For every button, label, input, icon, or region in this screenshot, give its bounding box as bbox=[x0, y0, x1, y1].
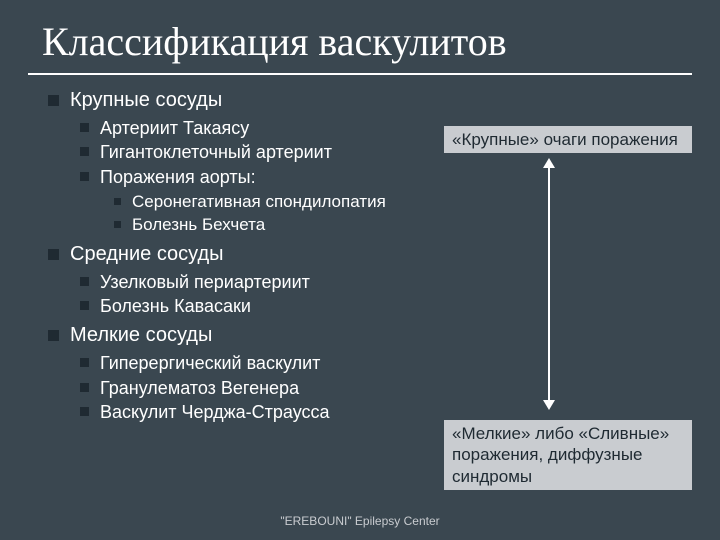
footer-text: "EREBOUNI" Epilepsy Center bbox=[0, 514, 720, 528]
callout-large-lesions: «Крупные» очаги поражения bbox=[444, 126, 692, 153]
item-large-c-sub-b: Болезнь Бехчета bbox=[114, 214, 700, 237]
section-medium-vessels: Средние сосуды Узелковый периартериит Бо… bbox=[48, 241, 700, 319]
heading-medium: Средние сосуды bbox=[70, 243, 224, 265]
item-large-c-sub-a: Серонегативная спондилопатия bbox=[114, 191, 700, 214]
item-large-c: Поражения аорты: Серонегативная спондило… bbox=[80, 165, 700, 237]
item-medium-a: Узелковый периартериит bbox=[80, 270, 700, 294]
item-small-a: Гиперергический васкулит bbox=[80, 351, 700, 375]
item-large-c-text: Поражения аорты: bbox=[100, 167, 256, 187]
heading-large: Крупные сосуды bbox=[70, 89, 222, 111]
section-small-vessels: Мелкие сосуды Гиперергический васкулит Г… bbox=[48, 322, 700, 424]
item-small-b: Гранулематоз Вегенера bbox=[80, 376, 700, 400]
heading-small: Мелкие сосуды bbox=[70, 324, 212, 346]
callout-small-lesions: «Мелкие» либо «Сливные» поражения, диффу… bbox=[444, 420, 692, 490]
double-arrow-vertical bbox=[548, 166, 550, 402]
section-large-vessels: Крупные сосуды Артериит Такаясу Гиганток… bbox=[48, 87, 700, 237]
slide-title: Классификация васкулитов bbox=[0, 0, 720, 69]
item-medium-b: Болезнь Кавасаки bbox=[80, 294, 700, 318]
title-underline bbox=[28, 73, 692, 75]
